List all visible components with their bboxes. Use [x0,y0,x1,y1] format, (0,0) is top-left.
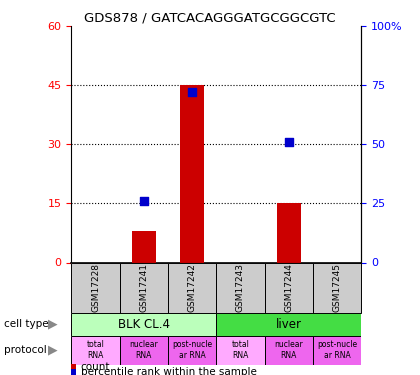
Bar [71,313,216,336]
Text: GSM17245: GSM17245 [333,263,341,312]
Text: total
RNA: total RNA [231,340,249,360]
Text: ▶: ▶ [48,344,57,357]
Text: percentile rank within the sample: percentile rank within the sample [81,368,257,375]
Bar [313,262,361,313]
Text: post-nucle
ar RNA: post-nucle ar RNA [317,340,357,360]
Bar [71,262,120,313]
Text: GSM17243: GSM17243 [236,263,245,312]
Text: nuclear
RNA: nuclear RNA [274,340,303,360]
Point [189,89,195,95]
Text: count: count [81,362,110,372]
Bar [180,86,204,262]
Bar [168,336,216,364]
Bar [216,262,265,313]
Text: ▶: ▶ [48,318,57,331]
Text: post-nucle
ar RNA: post-nucle ar RNA [172,340,212,360]
Text: cell type: cell type [4,320,49,329]
Point [140,198,147,204]
Bar [168,262,216,313]
Text: total
RNA: total RNA [87,340,105,360]
Bar [277,203,301,262]
Bar [265,262,313,313]
Text: GSM17228: GSM17228 [91,263,100,312]
Text: nuclear
RNA: nuclear RNA [129,340,158,360]
Text: GSM17244: GSM17244 [284,263,293,312]
Text: liver: liver [276,318,302,331]
Bar [120,262,168,313]
Bar [216,313,361,336]
Text: BLK CL.4: BLK CL.4 [118,318,170,331]
Bar [216,336,265,364]
Text: protocol: protocol [4,345,47,355]
Text: GSM17242: GSM17242 [188,263,197,312]
Bar [120,336,168,364]
Text: GDS878 / GATCACAGGGATGCGGCGTC: GDS878 / GATCACAGGGATGCGGCGTC [84,11,336,24]
Point [286,139,292,145]
Bar [265,336,313,364]
Bar [313,336,361,364]
Bar [71,336,120,364]
Text: GSM17241: GSM17241 [139,263,148,312]
Bar [132,231,156,262]
